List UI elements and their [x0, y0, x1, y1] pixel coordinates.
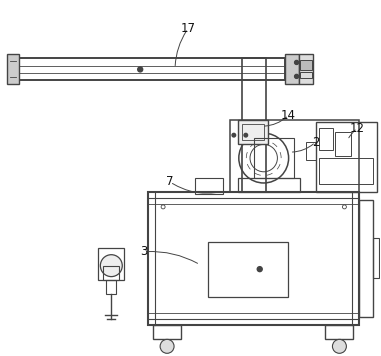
Circle shape — [244, 134, 248, 137]
Bar — [238, 178, 299, 192]
Bar — [359, 200, 373, 318]
Bar — [230, 120, 359, 192]
Bar — [254, 138, 294, 178]
Circle shape — [232, 134, 235, 137]
Bar — [106, 279, 116, 294]
Bar — [7, 54, 19, 84]
Text: 2: 2 — [312, 136, 319, 149]
Bar — [299, 72, 312, 78]
Bar — [285, 54, 299, 84]
Bar — [306, 142, 315, 160]
Circle shape — [295, 61, 299, 64]
Bar — [148, 192, 359, 325]
Circle shape — [295, 74, 299, 78]
Circle shape — [100, 255, 122, 277]
Bar — [208, 242, 288, 297]
Bar — [373, 238, 379, 278]
Bar — [242, 58, 266, 192]
Bar — [299, 61, 312, 70]
Text: 17: 17 — [181, 22, 195, 35]
Bar — [299, 54, 312, 84]
Bar — [325, 325, 353, 339]
Bar — [315, 122, 377, 192]
Bar — [98, 248, 124, 279]
Circle shape — [160, 339, 174, 353]
Bar — [320, 158, 373, 184]
Text: 14: 14 — [281, 109, 296, 122]
Bar — [320, 128, 333, 150]
Bar — [153, 325, 181, 339]
Bar — [335, 132, 351, 156]
Bar — [19, 58, 285, 80]
Circle shape — [333, 339, 346, 353]
Text: 12: 12 — [350, 122, 365, 135]
Bar — [238, 120, 268, 144]
Bar — [195, 178, 223, 194]
Text: 3: 3 — [141, 245, 148, 258]
Circle shape — [257, 267, 262, 272]
Circle shape — [138, 67, 143, 72]
Bar — [242, 124, 264, 140]
Text: 7: 7 — [166, 176, 174, 188]
Bar — [103, 266, 119, 279]
